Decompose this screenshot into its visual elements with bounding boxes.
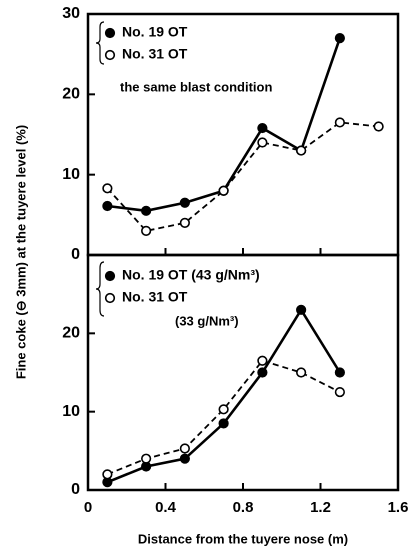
data-point <box>141 453 152 464</box>
series-line <box>107 37 342 213</box>
y-tick-label: 30 <box>62 5 80 22</box>
legend-marker <box>104 49 116 61</box>
data-point <box>334 386 345 398</box>
legend-label: No. 19 OT <box>122 24 188 40</box>
data-point <box>102 200 113 212</box>
data-point <box>218 404 229 415</box>
legend-label: No. 19 OT (43 g/Nm³) <box>122 267 260 283</box>
data-point <box>218 185 229 196</box>
data-point <box>218 418 229 429</box>
y-axis-label: Fine coke (⊖ 3mm) at the tuyere level (%… <box>13 125 28 379</box>
data-point <box>373 121 384 132</box>
data-point <box>257 137 268 148</box>
data-point <box>102 183 113 194</box>
legend-marker <box>104 270 116 282</box>
data-point <box>257 367 268 378</box>
x-tick-label: 0.4 <box>155 499 177 516</box>
x-tick-label: 1.6 <box>388 499 409 516</box>
x-tick-label: 0.8 <box>233 499 254 516</box>
y-tick-label: 10 <box>62 166 80 183</box>
legend-marker <box>104 27 116 39</box>
legend-marker <box>104 292 116 304</box>
x-tick-label: 0 <box>84 499 92 516</box>
y-tick-label: 20 <box>62 325 80 342</box>
annotation: (33 g/Nm³) <box>175 313 239 328</box>
x-tick-label: 1.2 <box>310 499 331 516</box>
plot-frame <box>86 253 400 492</box>
data-point <box>257 355 268 366</box>
data-point <box>334 367 345 378</box>
legend-label: No. 31 OT <box>122 46 188 62</box>
annotation: the same blast condition <box>120 79 272 94</box>
data-point <box>296 367 307 378</box>
y-tick-label: 0 <box>71 481 80 498</box>
data-point <box>179 443 190 454</box>
x-axis-label: Distance from the tuyere nose (m) <box>138 531 348 546</box>
data-point <box>296 145 307 156</box>
y-tick-label: 0 <box>71 246 80 263</box>
data-point <box>102 469 113 480</box>
data-point <box>257 122 268 134</box>
data-point <box>179 453 190 464</box>
data-point <box>334 32 345 44</box>
legend-brace <box>95 261 105 317</box>
legend-brace <box>95 21 105 65</box>
data-point <box>296 304 307 315</box>
data-point <box>141 225 152 236</box>
data-point <box>141 205 152 216</box>
y-tick-label: 10 <box>62 403 80 420</box>
series-line <box>106 121 379 232</box>
data-point <box>179 197 190 208</box>
y-tick-label: 20 <box>62 86 80 103</box>
legend-label: No. 31 OT <box>122 289 188 305</box>
data-point <box>179 217 190 228</box>
data-point <box>334 117 345 128</box>
